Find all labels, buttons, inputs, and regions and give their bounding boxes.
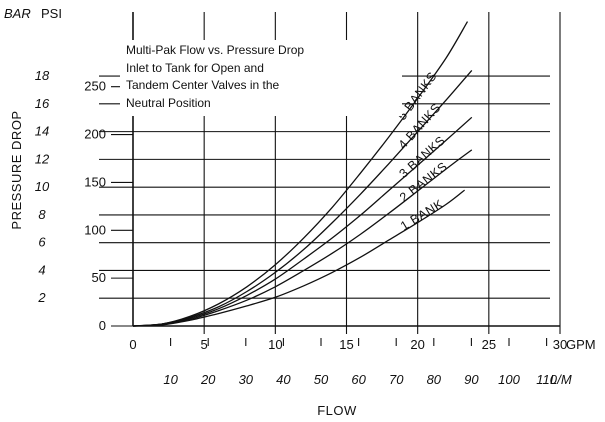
y-tick-label-bar: 16 [35, 96, 50, 111]
y-tick-label-bar: 8 [38, 207, 46, 222]
series-line-1 [132, 189, 466, 327]
title-line: Neutral Position [126, 95, 211, 110]
y-axis-title: PRESSURE DROP [9, 110, 24, 229]
y-unit-psi: PSI [41, 6, 62, 21]
title-line: Multi-Pak Flow vs. Pressure Drop [126, 43, 305, 57]
x-tick-label-gpm: 10 [268, 337, 282, 352]
x-tick-label-lpm: 50 [314, 372, 329, 387]
x-tick-label-lpm: 60 [351, 372, 366, 387]
series-line-3 [132, 116, 473, 327]
y-tick-label-psi: 50 [92, 270, 106, 285]
y-tick-label-psi: 200 [84, 127, 106, 142]
x-tick-label-lpm: 90 [464, 372, 479, 387]
y-tick-label-bar: 12 [35, 151, 50, 166]
x-tick-label-lpm: 100 [498, 372, 520, 387]
x-tick-label-lpm: 20 [200, 372, 216, 387]
x-tick-label-lpm: 30 [239, 372, 254, 387]
x-tick-label-lpm: 70 [389, 372, 404, 387]
y-tick-label-psi: 250 [84, 79, 106, 94]
series-line-5 [132, 21, 469, 327]
x-tick-label-gpm: 0 [129, 337, 136, 352]
y-tick-label-psi: 0 [99, 318, 106, 333]
y-tick-label-psi: 150 [84, 174, 106, 189]
x-tick-label-lpm: 110 [536, 372, 557, 387]
y-tick-label-bar: 10 [35, 179, 50, 194]
y-tick-label-bar: 4 [38, 262, 45, 277]
x-tick-label-gpm: 20 [410, 337, 424, 352]
x-tick-label-lpm: 40 [276, 372, 291, 387]
y-tick-label-bar: 18 [35, 68, 50, 83]
chart-title: Multi-Pak Flow vs. Pressure Drop Inlet t… [120, 40, 402, 116]
x-tick-label-gpm: 5 [201, 337, 208, 352]
title-line: Tandem Center Valves in the [126, 78, 280, 92]
x-tick-label-gpm: 15 [339, 337, 353, 352]
x-unit-lpm: L/M [550, 372, 572, 387]
x-tick-label-gpm: 30 [553, 337, 567, 352]
x-tick-label-gpm: 25 [482, 337, 496, 352]
y-tick-label-bar: 2 [37, 290, 46, 305]
tick-label-layer: 0 5 10 15 20 25 30 2 4 6 8 10 12 14 16 18 0 50 100 150 200 25… [35, 68, 567, 387]
x-unit-gpm: GPM [566, 337, 596, 352]
title-line: Inlet to Tank for Open and [126, 60, 264, 75]
x-tick-label-lpm: 80 [427, 372, 442, 387]
y-tick-label-bar: 6 [38, 235, 46, 250]
x-axis-title: FLOW [317, 403, 357, 418]
series-line-2 [132, 149, 473, 327]
y-unit-bar: BAR [4, 6, 31, 21]
series-line-4 [132, 69, 473, 327]
curve-layer [132, 21, 473, 327]
y-tick-label-psi: 100 [84, 222, 106, 237]
y-tick-label-bar: 14 [35, 124, 49, 139]
x-tick-label-lpm: 10 [163, 372, 178, 387]
